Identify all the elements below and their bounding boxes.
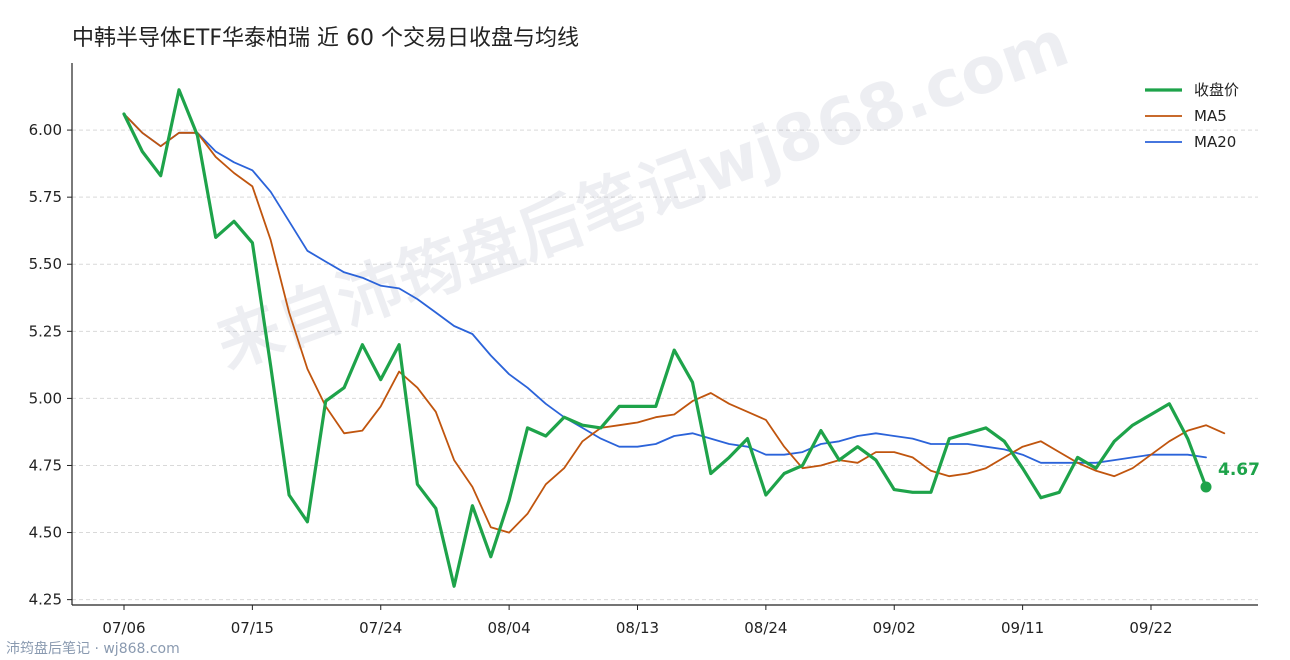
x-tick-label: 09/11 — [1001, 619, 1044, 637]
y-tick-label: 4.75 — [29, 456, 62, 474]
y-tick-label: 5.50 — [29, 255, 62, 273]
last-value-label: 4.67 — [1218, 460, 1260, 480]
legend-label-close: 收盘价 — [1194, 81, 1239, 99]
x-tick-label: 08/13 — [616, 619, 659, 637]
last-point-marker — [1200, 481, 1212, 493]
x-tick-label: 08/04 — [488, 619, 531, 637]
y-tick-label: 6.00 — [29, 121, 62, 139]
y-tick-label: 4.25 — [29, 591, 62, 609]
watermark: 来自沛筠盘后笔记wj868.com — [208, 7, 1079, 384]
y-axis-ticks: 4.25 4.50 4.75 5.00 5.25 5.50 5.75 6.00 — [29, 121, 72, 609]
y-tick-label: 4.50 — [29, 524, 62, 542]
series-lines: 4.67 — [122, 88, 1260, 588]
legend-label-ma5: MA5 — [1194, 107, 1227, 125]
x-tick-label: 07/06 — [102, 619, 145, 637]
grid-lines — [72, 129, 1258, 601]
x-tick-label: 07/15 — [231, 619, 274, 637]
legend-label-ma20: MA20 — [1194, 133, 1236, 151]
x-tick-label: 08/24 — [744, 619, 787, 637]
y-tick-label: 5.00 — [29, 389, 62, 407]
chart-title: 中韩半导体ETF华泰柏瑞 近 60 个交易日收盘与均线 — [72, 26, 579, 51]
x-tick-label: 09/02 — [873, 619, 916, 637]
y-tick-label: 5.25 — [29, 322, 62, 340]
x-tick-label: 07/24 — [359, 619, 402, 637]
x-tick-label: 09/22 — [1129, 619, 1172, 637]
x-axis-ticks: 07/06 07/15 07/24 08/04 08/13 08/24 09/02 09/11… — [102, 605, 1173, 637]
series-line-ma20 — [123, 113, 1207, 464]
series-line-ma5 — [123, 113, 1226, 534]
legend: 收盘价 MA5 MA20 — [1145, 81, 1239, 151]
series-line-close — [122, 88, 1208, 588]
y-tick-label: 5.75 — [29, 188, 62, 206]
footer-text: 沛筠盘后笔记 · wj868.com — [6, 640, 180, 657]
